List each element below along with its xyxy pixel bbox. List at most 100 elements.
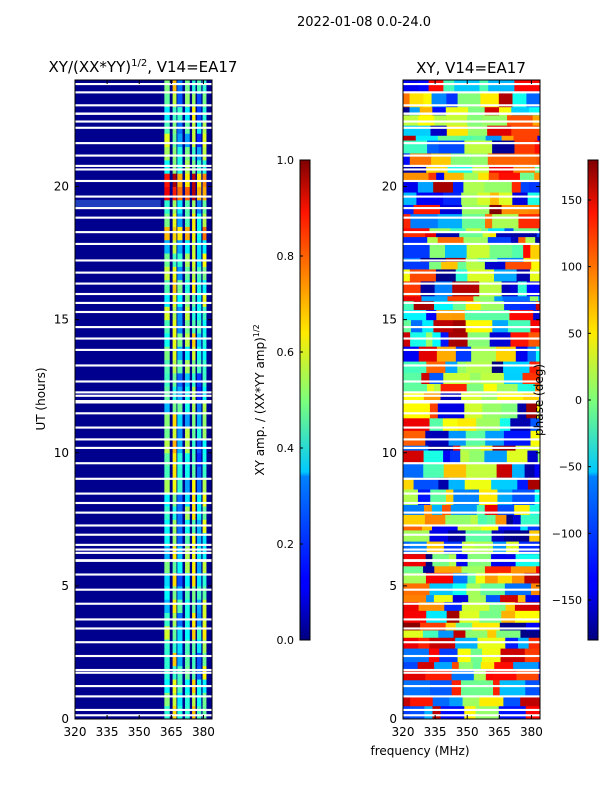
heatmap-cell (164, 293, 170, 307)
heatmap-cell (197, 639, 202, 653)
heatmap-cell (527, 346, 537, 362)
heatmap-cell (524, 463, 536, 478)
y-tick-label: 0 (389, 712, 397, 726)
heatmap-cell (503, 695, 521, 707)
heatmap-cell (464, 402, 483, 419)
flagged-row (403, 524, 540, 527)
heatmap-cell (481, 391, 498, 403)
heatmap-cell (431, 90, 447, 108)
flagged-row (75, 401, 212, 404)
heatmap-cell (202, 466, 207, 480)
flagged-row (403, 216, 540, 219)
flagged-row (75, 112, 212, 115)
heatmap-cell (403, 181, 419, 193)
heatmap-cell (460, 135, 474, 141)
heatmap-cell (473, 670, 487, 681)
heatmap-cell (448, 477, 466, 490)
heatmap-cell (534, 489, 540, 505)
heatmap-cell (524, 572, 540, 584)
heatmap-cell (425, 430, 450, 446)
heatmap-cell (474, 525, 482, 531)
heatmap-cell (403, 361, 427, 373)
x-tick-label: 350 (128, 725, 151, 739)
left-colorbar-label: XY amp. / (XX*YY amp)1/2 (252, 324, 267, 475)
heatmap-cell (464, 477, 492, 490)
heatmap-cell (433, 594, 454, 603)
heatmap-cell (512, 90, 527, 108)
flagged-row (403, 126, 540, 129)
heatmap-cell (185, 239, 190, 254)
heatmap-cell (177, 439, 183, 454)
heatmap-cell (467, 114, 483, 126)
heatmap-cell (403, 572, 427, 584)
heatmap-cell (185, 146, 190, 161)
heatmap-cell (433, 319, 454, 333)
flagged-row (75, 641, 212, 644)
heatmap-cell (197, 186, 202, 201)
heatmap-cell (192, 572, 196, 587)
y-tick-label: 0 (61, 712, 69, 726)
flagged-row (403, 348, 540, 351)
y-tick-label: 5 (61, 579, 69, 593)
left-title-exponent: 1/2 (131, 58, 147, 69)
heatmap-cell (185, 439, 190, 454)
colorbar-tick-label: 0.2 (277, 538, 295, 551)
heatmap-cell (485, 430, 505, 446)
left-ylabel: UT (hours) (34, 367, 48, 430)
heatmap-cell (192, 559, 196, 574)
heatmap-cell (449, 695, 464, 707)
flagged-row (75, 394, 212, 397)
heatmap-cell (463, 172, 479, 182)
heatmap-cell (202, 625, 207, 640)
heatmap-cell (185, 226, 190, 241)
heatmap-cell (172, 439, 177, 454)
flagged-row (75, 714, 212, 717)
heatmap-cell (446, 90, 459, 108)
heatmap-cell (476, 417, 501, 431)
heatmap-cell (172, 346, 177, 361)
left-panel: XY/(XX*YY)1/2, V14=EA17 320 335 350 365 380 … (34, 58, 237, 739)
flagged-row (403, 259, 540, 262)
heatmap-cell (177, 705, 183, 719)
heatmap-cell (537, 135, 540, 141)
flagged-row (75, 126, 212, 129)
heatmap-cell (197, 239, 202, 254)
heatmap-cell (506, 450, 528, 464)
heatmap-cell (202, 492, 207, 507)
heatmap-cell (443, 450, 451, 464)
heatmap-cell (423, 463, 445, 478)
heatmap-cell (461, 192, 478, 205)
heatmap-cell (507, 114, 534, 126)
heatmap-cell (487, 236, 512, 245)
heatmap-cell (432, 705, 442, 719)
heatmap-cell (197, 692, 202, 707)
colorbar-tick-label: −100 (552, 527, 582, 540)
heatmap-cell (453, 572, 468, 584)
heatmap-cell (488, 227, 505, 233)
heatmap-cell (425, 232, 437, 238)
heatmap-cell (432, 106, 447, 116)
heatmap-cell (443, 372, 471, 385)
heatmap-cell (494, 661, 514, 671)
heatmap-cell (467, 125, 488, 136)
flagged-row (403, 401, 540, 404)
heatmap-cell (197, 585, 202, 600)
heatmap-cell (432, 695, 450, 707)
heatmap-cell (403, 525, 423, 531)
heatmap-cell (202, 146, 207, 161)
heatmap-cell (462, 695, 480, 707)
flagged-row (403, 154, 540, 157)
heatmap-cell (486, 514, 496, 526)
heatmap-cell (498, 192, 513, 205)
heatmap-cell (172, 692, 177, 707)
flagged-row (75, 380, 212, 383)
heatmap-cell (522, 372, 540, 385)
flagged-row (403, 618, 540, 621)
heatmap-cell (467, 268, 495, 282)
heatmap-cell (164, 532, 170, 547)
heatmap-cell (463, 181, 485, 193)
flagged-row (403, 559, 540, 562)
heatmap-cell (192, 585, 196, 600)
flagged-row (403, 533, 540, 536)
heatmap-cell (439, 204, 463, 215)
